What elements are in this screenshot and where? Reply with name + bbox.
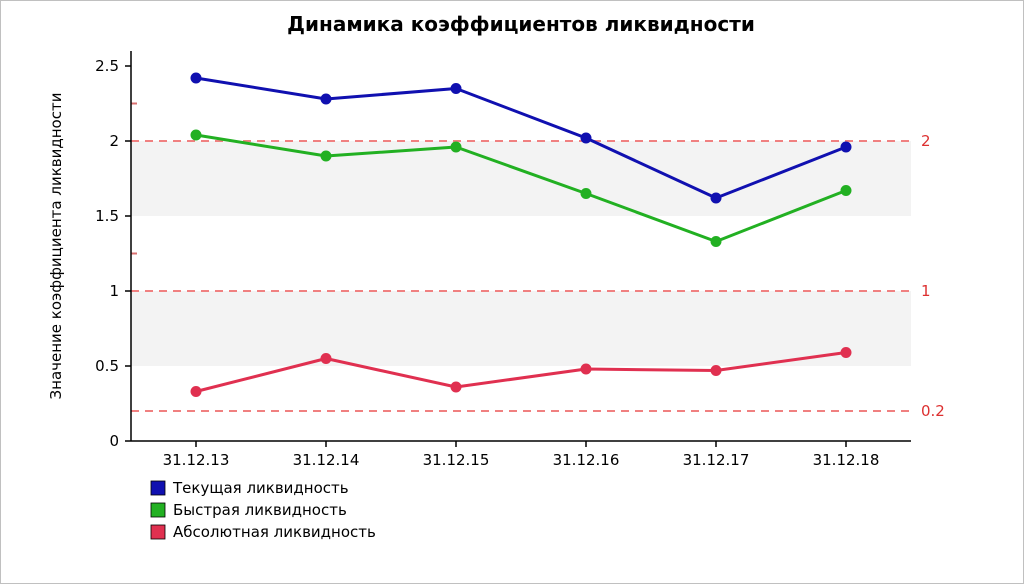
series-marker — [451, 84, 461, 94]
y-tick-label: 0 — [109, 432, 119, 450]
series-marker — [711, 366, 721, 376]
reference-label: 0.2 — [921, 402, 945, 420]
series-marker — [711, 193, 721, 203]
x-tick-label: 31.12.14 — [293, 451, 360, 469]
chart-frame: 0.2 1 2 0 0.5 1 1.5 2 2.5 31.12.13 31.12.14 31.12.1… — [0, 0, 1024, 584]
series-marker — [321, 354, 331, 364]
series-marker — [321, 94, 331, 104]
series-marker — [191, 73, 201, 83]
series-marker — [191, 130, 201, 140]
x-tick-label: 31.12.17 — [683, 451, 750, 469]
reference-label: 1 — [921, 282, 931, 300]
series-marker — [711, 237, 721, 247]
series-marker — [841, 348, 851, 358]
legend-label: Текущая ликвидность — [172, 479, 349, 497]
legend-label: Быстрая ликвидность — [173, 501, 347, 519]
y-tick-label: 2 — [109, 132, 119, 150]
y-tick-label: 2.5 — [95, 57, 119, 75]
y-tick-label: 1 — [109, 282, 119, 300]
series-marker — [581, 189, 591, 199]
series-marker — [191, 387, 201, 397]
plot-band — [131, 291, 911, 366]
legend-swatch — [151, 525, 165, 539]
x-tick-label: 31.12.18 — [813, 451, 880, 469]
legend-swatch — [151, 503, 165, 517]
y-axis-label: Значение коэффициента ликвидности — [47, 93, 65, 400]
plot-band — [131, 141, 911, 216]
chart-title: Динамика коэффициентов ликвидности — [287, 12, 755, 36]
series-marker — [451, 142, 461, 152]
series-marker — [321, 151, 331, 161]
x-tick-label: 31.12.13 — [163, 451, 230, 469]
y-tick-label: 0.5 — [95, 357, 119, 375]
series-marker — [841, 142, 851, 152]
reference-label: 2 — [921, 132, 931, 150]
legend-swatch — [151, 481, 165, 495]
x-tick-label: 31.12.16 — [553, 451, 620, 469]
x-tick-label: 31.12.15 — [423, 451, 490, 469]
series-marker — [841, 186, 851, 196]
legend-label: Абсолютная ликвидность — [173, 523, 376, 541]
series-marker — [451, 382, 461, 392]
liquidity-chart: 0.2 1 2 0 0.5 1 1.5 2 2.5 31.12.13 31.12.14 31.12.1… — [1, 1, 1023, 583]
series-marker — [581, 133, 591, 143]
y-tick-label: 1.5 — [95, 207, 119, 225]
series-marker — [581, 364, 591, 374]
